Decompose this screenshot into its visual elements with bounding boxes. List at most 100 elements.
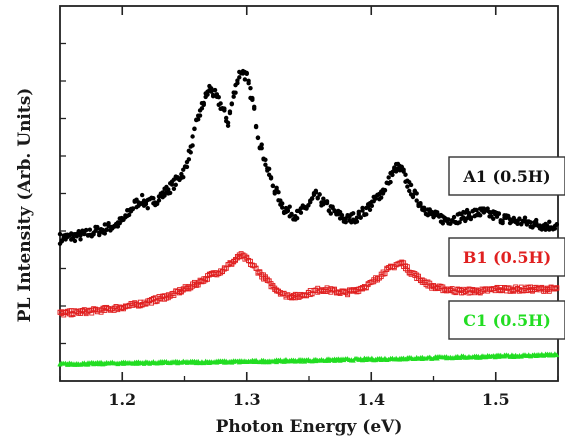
series-point [315, 195, 320, 200]
series-point [365, 204, 371, 209]
x-tick-label: 1.3 [233, 390, 261, 409]
series-point [358, 215, 363, 220]
series-point [317, 192, 322, 197]
series-point [250, 97, 255, 103]
series-point [237, 75, 242, 80]
series-point [491, 216, 496, 221]
legend: A1 (0.5H) B1 (0.5H) C1 (0.5H) [448, 156, 565, 340]
series-point [252, 104, 257, 110]
series-point [82, 231, 87, 237]
series-point [87, 227, 93, 232]
series-point [405, 184, 410, 189]
series-point [216, 95, 221, 100]
series-2 [57, 251, 560, 318]
series-point [184, 164, 190, 170]
series-point [145, 205, 150, 211]
y-axis-label: PL Intensity (Arb. Units) [15, 88, 35, 323]
series-point [410, 192, 416, 198]
legend-label: A1 (0.5H) [462, 167, 550, 186]
series-point [324, 200, 330, 206]
series-point [270, 183, 276, 188]
series-point [547, 219, 552, 225]
series-point [248, 85, 253, 91]
series-point [435, 210, 440, 215]
series-point [104, 227, 109, 233]
series-point [266, 166, 272, 172]
series-point [126, 212, 132, 218]
series-point [554, 352, 560, 358]
series-point [255, 135, 261, 140]
series-point [343, 219, 348, 225]
series-point [224, 115, 229, 121]
x-axis-label: Photon Energy (eV) [216, 417, 403, 437]
series-point [72, 238, 78, 244]
series-point [354, 219, 360, 224]
x-tick-label: 1.5 [482, 390, 510, 409]
series-point [253, 123, 259, 129]
series-point [167, 190, 173, 196]
series-point [190, 143, 195, 148]
series-point [404, 264, 410, 270]
series-point [209, 86, 214, 91]
series-point [201, 100, 206, 106]
series-point [414, 191, 419, 196]
series-point [242, 77, 248, 82]
series-point [500, 220, 505, 226]
series-point [440, 221, 446, 226]
series-point [222, 106, 227, 111]
series-point [186, 157, 192, 162]
series-point [421, 208, 427, 213]
series-point [403, 172, 408, 177]
series-point [78, 237, 83, 242]
series-point [414, 198, 419, 203]
series-point [231, 94, 236, 99]
series-point [369, 203, 375, 208]
series-layer [57, 68, 560, 367]
series-point [209, 89, 214, 94]
series-point [280, 205, 285, 210]
series-point [229, 101, 235, 107]
series-point [477, 213, 483, 218]
series-point [364, 212, 369, 217]
series-point [522, 215, 528, 220]
series-point [246, 81, 251, 86]
series-point [274, 185, 279, 190]
x-tick-label: 1.4 [357, 390, 385, 409]
series-point [461, 215, 466, 220]
series-point [259, 142, 264, 147]
series-point [451, 214, 457, 220]
series-point [356, 209, 361, 215]
series-point [474, 207, 479, 213]
series-point [263, 157, 268, 162]
series-point [244, 70, 249, 76]
series-point [379, 195, 384, 200]
series-point [95, 224, 100, 230]
series-point [57, 231, 63, 237]
series-point [171, 186, 177, 191]
series-point [285, 208, 291, 214]
series-point [457, 220, 462, 225]
series-point [485, 206, 490, 211]
series-point [543, 227, 548, 232]
series-point [83, 227, 89, 233]
series-point [181, 175, 186, 180]
series-point [496, 211, 502, 216]
series-point [554, 222, 559, 227]
series-point [102, 231, 108, 236]
x-tick-label: 1.2 [108, 390, 136, 409]
series-point [287, 204, 292, 209]
series-point [552, 226, 558, 231]
series-point [468, 215, 474, 220]
series-point [218, 101, 223, 106]
series-point [115, 224, 121, 229]
series-3 [57, 351, 560, 367]
series-point [212, 87, 218, 93]
series-point [195, 117, 201, 122]
series-point [545, 223, 550, 229]
series-point [235, 78, 240, 83]
series-point [151, 196, 156, 201]
series-point [386, 175, 391, 180]
series-point [446, 217, 451, 222]
series-point [528, 220, 533, 225]
